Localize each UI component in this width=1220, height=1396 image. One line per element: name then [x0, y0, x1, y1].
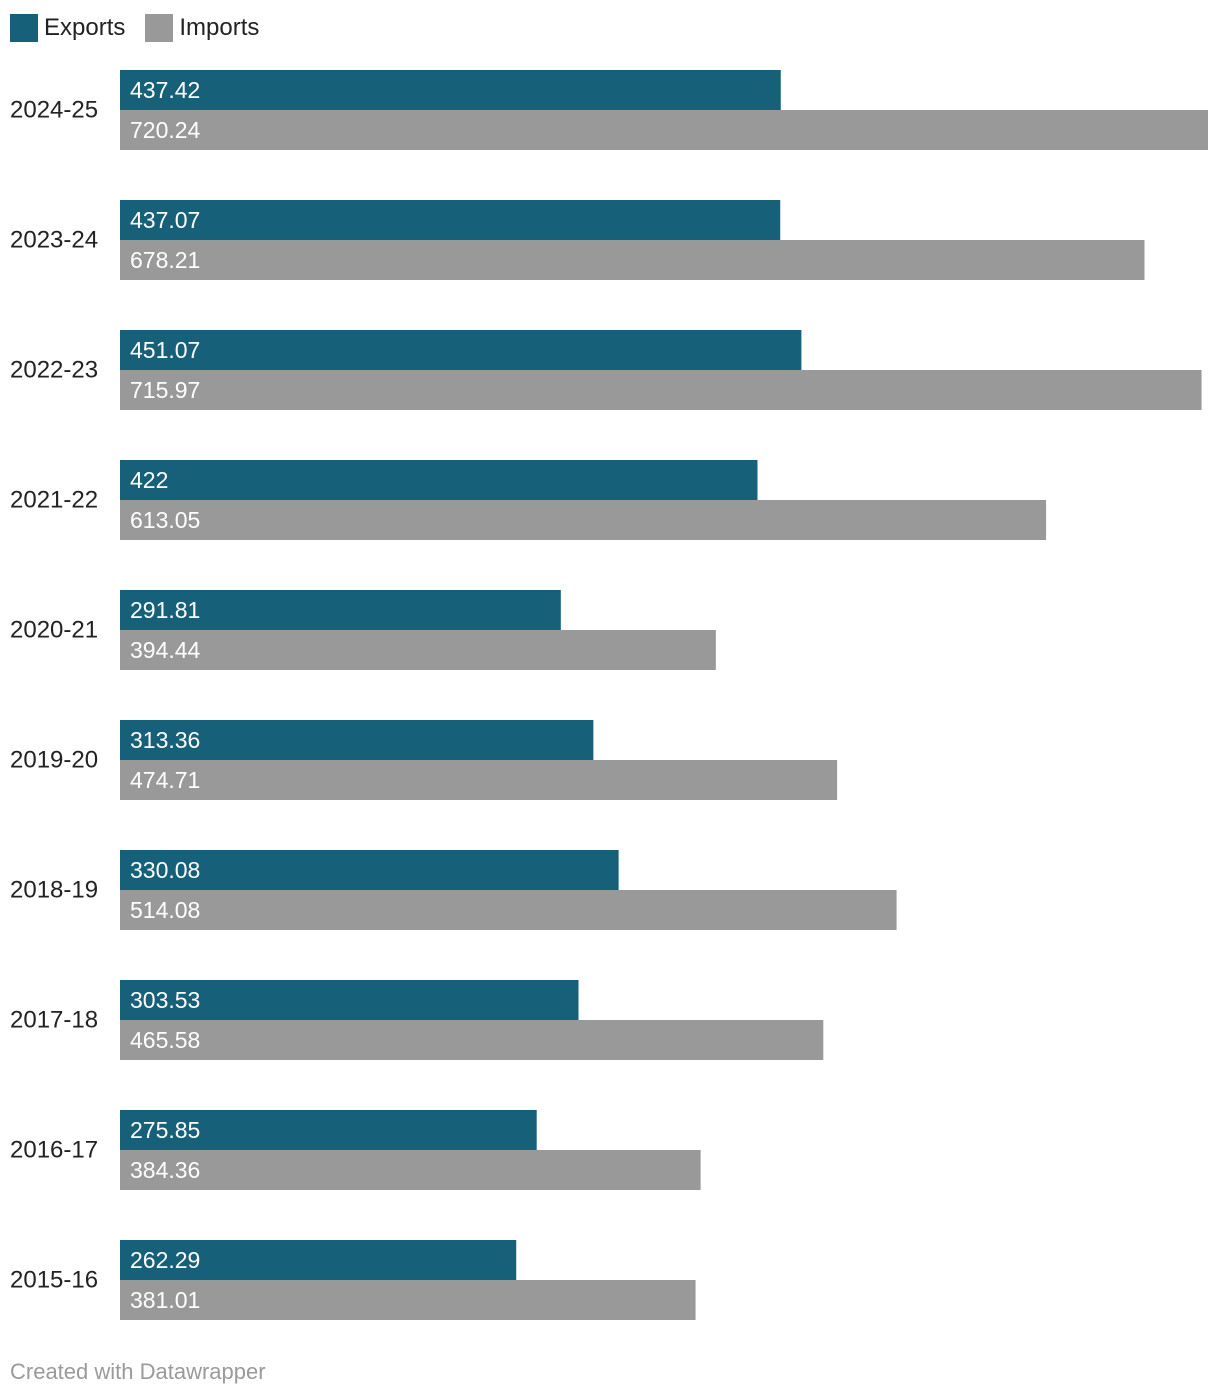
data-label-exports: 303.53	[130, 987, 200, 1013]
bar-imports	[120, 370, 1202, 410]
legend: Exports Imports	[10, 14, 279, 42]
data-label-exports: 437.07	[130, 207, 200, 233]
bar-exports	[120, 1110, 537, 1150]
category-label: 2019-20	[10, 747, 98, 774]
category-label: 2024-25	[10, 97, 98, 124]
credit-text: Created with Datawrapper	[10, 1359, 266, 1384]
bar-exports	[120, 590, 561, 630]
category-label: 2021-22	[10, 487, 98, 514]
legend-swatch-imports	[145, 14, 174, 42]
bar-exports	[120, 720, 594, 760]
data-label-imports: 715.97	[130, 377, 200, 403]
category-label: 2016-17	[10, 1137, 98, 1164]
bar-imports	[120, 1280, 696, 1320]
legend-label-exports: Exports	[44, 14, 126, 41]
data-label-exports: 330.08	[130, 857, 200, 883]
data-label-exports: 437.42	[130, 77, 200, 103]
bar-exports	[120, 1240, 517, 1280]
bar-imports	[120, 890, 897, 930]
category-label: 2020-21	[10, 617, 98, 644]
bar-exports	[120, 460, 758, 500]
bar-exports	[120, 70, 781, 110]
legend-item-exports: Exports	[10, 14, 125, 42]
category-label: 2018-19	[10, 877, 98, 904]
bar-exports	[120, 200, 781, 240]
data-label-imports: 381.01	[130, 1287, 200, 1313]
data-label-imports: 465.58	[130, 1027, 200, 1053]
bar-chart: 2024-25 437.42 720.24 2023-24 437.07 678.21 20…	[10, 70, 1208, 1320]
data-label-imports: 474.71	[130, 767, 200, 793]
legend-label-imports: Imports	[179, 14, 260, 41]
data-label-exports: 422	[130, 467, 168, 493]
bar-exports	[120, 980, 579, 1020]
data-label-exports: 313.36	[130, 727, 200, 753]
data-label-imports: 394.44	[130, 637, 201, 663]
data-label-imports: 384.36	[130, 1157, 200, 1183]
bar-imports	[120, 760, 838, 800]
category-label: 2022-23	[10, 357, 98, 384]
data-label-exports: 275.85	[130, 1117, 200, 1143]
bar-imports	[120, 1150, 701, 1190]
data-label-imports: 678.21	[130, 247, 200, 273]
legend-swatch-exports	[10, 14, 38, 42]
data-label-exports: 262.29	[130, 1247, 200, 1273]
bar-imports	[120, 500, 1047, 540]
data-label-imports: 514.08	[130, 897, 200, 923]
data-label-imports: 613.05	[130, 507, 200, 533]
bar-imports	[120, 240, 1145, 280]
bar-imports	[120, 110, 1208, 150]
data-label-exports: 451.07	[130, 337, 200, 363]
data-label-imports: 720.24	[130, 117, 201, 143]
bar-imports	[120, 630, 716, 670]
data-label-exports: 291.81	[130, 597, 200, 623]
legend-item-imports: Imports	[145, 14, 259, 42]
bar-exports	[120, 850, 619, 890]
category-label: 2023-24	[10, 227, 98, 254]
bar-imports	[120, 1020, 824, 1060]
bar-exports	[120, 330, 802, 370]
category-label: 2015-16	[10, 1267, 98, 1294]
category-label: 2017-18	[10, 1007, 98, 1034]
